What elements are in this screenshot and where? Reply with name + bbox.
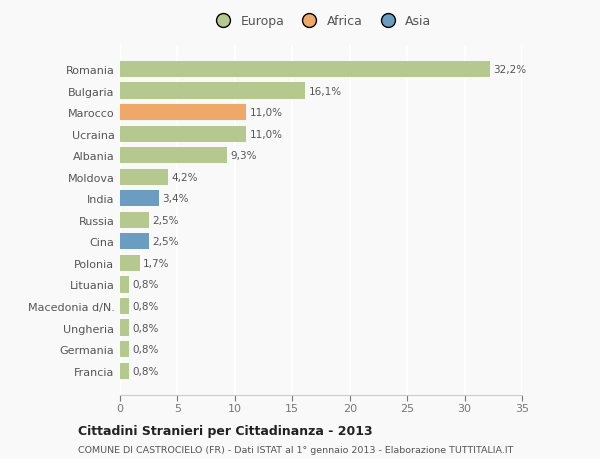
Text: 16,1%: 16,1% [308, 86, 341, 96]
Text: 32,2%: 32,2% [493, 65, 526, 75]
Bar [120, 212, 149, 229]
Text: 4,2%: 4,2% [172, 172, 198, 182]
Legend: Europa, Africa, Asia: Europa, Africa, Asia [205, 10, 436, 33]
Text: 2,5%: 2,5% [152, 215, 179, 225]
Text: Cittadini Stranieri per Cittadinanza - 2013: Cittadini Stranieri per Cittadinanza - 2… [78, 424, 373, 437]
Text: 0,8%: 0,8% [133, 344, 159, 354]
Text: COMUNE DI CASTROCIELO (FR) - Dati ISTAT al 1° gennaio 2013 - Elaborazione TUTTIT: COMUNE DI CASTROCIELO (FR) - Dati ISTAT … [78, 445, 514, 454]
Bar [120, 105, 247, 121]
Bar [120, 363, 129, 379]
Bar [120, 126, 247, 142]
Bar [120, 62, 490, 78]
Bar [120, 169, 168, 185]
Text: 0,8%: 0,8% [133, 280, 159, 290]
Text: 1,7%: 1,7% [143, 258, 169, 269]
Text: 0,8%: 0,8% [133, 323, 159, 333]
Text: 2,5%: 2,5% [152, 237, 179, 247]
Text: 0,8%: 0,8% [133, 301, 159, 311]
Text: 11,0%: 11,0% [250, 129, 283, 140]
Text: 0,8%: 0,8% [133, 366, 159, 376]
Bar [120, 234, 149, 250]
Bar [120, 320, 129, 336]
Text: 11,0%: 11,0% [250, 108, 283, 118]
Text: 9,3%: 9,3% [230, 151, 257, 161]
Text: 3,4%: 3,4% [163, 194, 189, 204]
Bar [120, 298, 129, 314]
Bar [120, 341, 129, 358]
Bar [120, 277, 129, 293]
Bar [120, 191, 159, 207]
Bar [120, 255, 140, 271]
Bar [120, 83, 305, 100]
Bar [120, 148, 227, 164]
